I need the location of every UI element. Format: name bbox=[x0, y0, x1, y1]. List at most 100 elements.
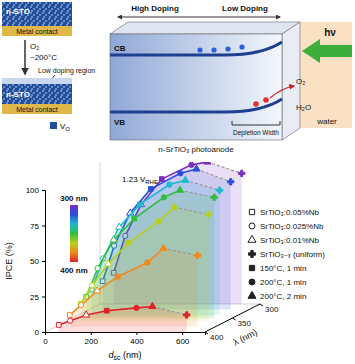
y-axis: 0255075100 bbox=[26, 186, 46, 337]
legend-marker bbox=[248, 250, 255, 257]
point bbox=[195, 252, 201, 258]
tick-label: 75 bbox=[30, 222, 39, 231]
tick-mark bbox=[42, 261, 45, 262]
tick-mark bbox=[42, 226, 45, 227]
contact-block bbox=[2, 26, 72, 36]
tick: 200 bbox=[85, 332, 99, 346]
valence-band bbox=[110, 99, 282, 112]
vacancy-key bbox=[50, 122, 57, 129]
tick-label: 0 bbox=[43, 337, 48, 346]
line-dashed bbox=[163, 248, 197, 255]
electron bbox=[239, 44, 244, 49]
label: n-STO bbox=[6, 7, 30, 16]
point bbox=[211, 194, 217, 200]
legend-label: SrTiO₃:0.025%Nb bbox=[260, 222, 324, 231]
point bbox=[148, 187, 153, 192]
point bbox=[189, 162, 194, 167]
label: Metal contact bbox=[16, 28, 58, 35]
legend-label: 150°C, 1 min bbox=[260, 264, 306, 273]
light-arrow bbox=[302, 39, 352, 63]
point bbox=[116, 223, 123, 229]
label: Low doping region bbox=[38, 67, 95, 75]
electron bbox=[225, 46, 230, 51]
axis-title: IPCE (%) bbox=[4, 242, 14, 280]
point bbox=[132, 216, 137, 221]
chart: 02550751000200400600300350400λ (nm)IPCE … bbox=[4, 158, 325, 361]
point bbox=[171, 203, 178, 209]
axis-line bbox=[46, 333, 206, 336]
arrow bbox=[24, 40, 26, 74]
point bbox=[206, 211, 212, 217]
line-dashed bbox=[185, 180, 219, 190]
solid-top bbox=[110, 22, 300, 34]
legend-label: SrTiO₃:0.05%Nb bbox=[260, 208, 320, 217]
label: Low Doping bbox=[222, 4, 268, 13]
solid-front bbox=[110, 34, 282, 140]
point bbox=[110, 236, 117, 242]
label: water bbox=[316, 117, 337, 126]
schematic: n-STOMetal contactO₂~200°CLow doping reg… bbox=[2, 2, 95, 132]
point bbox=[239, 170, 245, 176]
point bbox=[134, 305, 139, 310]
tick-label: 50 bbox=[30, 257, 39, 266]
tick-label: 300 bbox=[265, 305, 279, 314]
tick-label: 25 bbox=[30, 293, 39, 302]
tick: 100 bbox=[26, 186, 45, 195]
conduction-band bbox=[110, 42, 282, 55]
axis-line bbox=[42, 191, 46, 333]
point bbox=[94, 287, 101, 293]
point bbox=[137, 202, 142, 207]
water bbox=[282, 22, 352, 140]
line-dashed bbox=[174, 207, 208, 214]
point bbox=[67, 318, 72, 323]
tick-label: 350 bbox=[238, 319, 252, 328]
band-diagram: High DopingLow DopingCBVBDepletion Width… bbox=[110, 4, 352, 154]
contact-block bbox=[2, 104, 72, 114]
hole bbox=[253, 101, 259, 107]
legend-label: 200°C, 2 min bbox=[260, 292, 306, 301]
legend: SrTiO₃:0.05%NbSrTiO₃:0.025%NbSrTiO₃:0.01… bbox=[248, 208, 325, 301]
tick-mark bbox=[233, 318, 236, 320]
label: O₂ bbox=[296, 77, 305, 86]
area bbox=[59, 306, 187, 332]
label: O₂ bbox=[30, 42, 39, 51]
tick-label: 400 bbox=[210, 333, 224, 342]
legend-marker bbox=[249, 265, 254, 270]
point bbox=[178, 171, 183, 176]
axis-title: dsc (nm) bbox=[108, 350, 141, 361]
tick: 0 bbox=[43, 332, 48, 346]
point bbox=[95, 266, 100, 271]
point bbox=[83, 311, 90, 317]
point bbox=[78, 302, 83, 307]
point bbox=[56, 323, 61, 328]
back-frame bbox=[45, 162, 260, 332]
tick: 600 bbox=[176, 332, 190, 346]
tick-label: 100 bbox=[26, 186, 40, 195]
point bbox=[182, 176, 189, 182]
label: hν bbox=[324, 27, 336, 38]
tick-mark bbox=[42, 332, 45, 333]
label: n-SrTiO₃ photoanode bbox=[158, 145, 234, 154]
legend-marker bbox=[249, 209, 254, 214]
colorbar bbox=[70, 205, 78, 262]
tick-label: 600 bbox=[176, 337, 190, 346]
tick-mark bbox=[45, 332, 46, 335]
point bbox=[156, 219, 161, 224]
label: Depletion Width bbox=[233, 129, 279, 137]
electron bbox=[211, 47, 216, 52]
point bbox=[159, 177, 164, 182]
legend-marker bbox=[249, 279, 255, 285]
legend-label: 200°C, 1 min bbox=[260, 278, 306, 287]
tick: 25 bbox=[30, 293, 45, 302]
tick-mark bbox=[260, 304, 263, 306]
point bbox=[67, 313, 72, 318]
legend-label: SrTiO₃₋ₓ (uniform) bbox=[260, 250, 325, 259]
tick: 50 bbox=[30, 257, 45, 266]
sample-block bbox=[2, 2, 72, 26]
sample-block bbox=[2, 78, 72, 104]
x-axis: 0200400600 bbox=[43, 332, 205, 346]
tick-mark bbox=[182, 332, 183, 335]
tick-mark bbox=[205, 332, 208, 334]
label: High Doping bbox=[131, 4, 179, 13]
label: VO bbox=[60, 122, 70, 132]
